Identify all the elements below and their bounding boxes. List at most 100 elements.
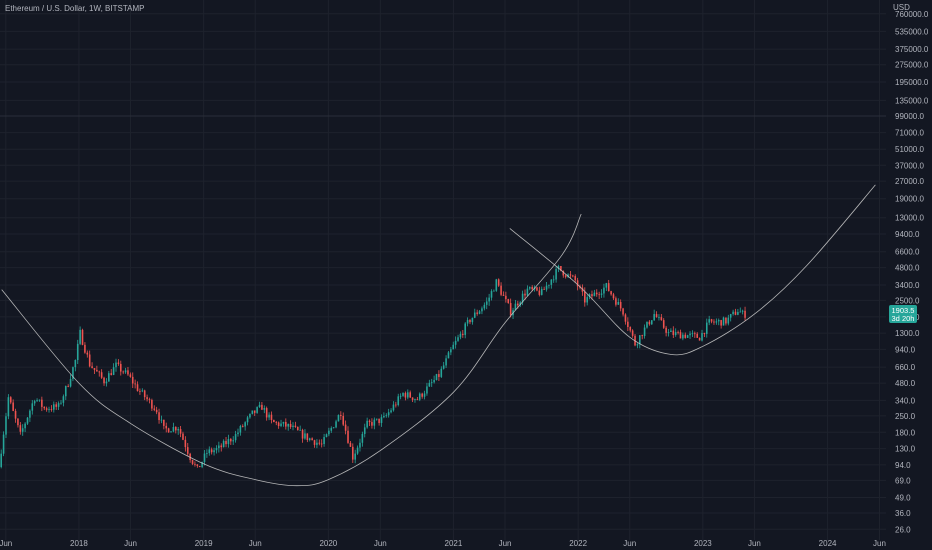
last-price-badge: 1903.5 3d 20h xyxy=(889,305,917,323)
candle-body xyxy=(222,440,225,448)
candle-body xyxy=(490,291,493,298)
candle-body xyxy=(734,311,737,315)
candle-body xyxy=(275,422,278,423)
candle-body xyxy=(62,396,65,403)
candle-body xyxy=(662,320,665,328)
last-price-value: 1903.5 xyxy=(892,306,915,315)
candle-body xyxy=(21,428,24,432)
candle-body xyxy=(619,301,622,309)
price-tick-label: 36.0 xyxy=(895,509,911,518)
candle-body xyxy=(679,332,682,339)
candle-body xyxy=(112,367,115,375)
candle-body xyxy=(93,368,96,370)
candle-body xyxy=(60,402,62,404)
candle-body xyxy=(636,344,639,346)
price-tick-label: 375000.0 xyxy=(895,45,929,54)
time-tick-label: Jun xyxy=(499,539,512,548)
price-tick-label: 180.0 xyxy=(895,428,916,437)
price-tick-label: 3400.0 xyxy=(895,281,920,290)
candle-body xyxy=(344,424,347,431)
candle-body xyxy=(160,419,163,421)
candle-body xyxy=(385,415,388,417)
candle-body xyxy=(478,311,481,314)
candle-body xyxy=(426,386,428,394)
candle-body xyxy=(361,433,364,443)
candle-body xyxy=(134,383,136,385)
candle-body xyxy=(452,344,455,350)
candle-body xyxy=(84,344,86,353)
candle-body xyxy=(646,321,648,328)
candle-body xyxy=(174,427,177,431)
candle-body xyxy=(79,329,81,344)
candle-body xyxy=(567,274,569,277)
candle-body xyxy=(739,311,742,313)
price-tick-label: 195000.0 xyxy=(895,78,929,87)
candle-body xyxy=(163,419,165,426)
candle-body xyxy=(50,409,53,410)
candle-body xyxy=(660,317,663,321)
candle-body xyxy=(53,404,55,410)
candle-body xyxy=(371,422,373,426)
candle-body xyxy=(407,392,409,398)
candle-body xyxy=(445,358,447,366)
time-tick-label: Jun xyxy=(124,539,137,548)
candle-body xyxy=(705,322,708,334)
candle-body xyxy=(715,321,718,323)
candle-body xyxy=(466,319,469,324)
candle-body xyxy=(292,425,294,427)
candle-body xyxy=(622,308,624,315)
candle-body xyxy=(545,285,548,290)
time-axis[interactable]: Jun 2018 Jun 2019 Jun 2020 Jun 2021 Jun 2022 Jun 20… xyxy=(0,539,886,548)
candle-body xyxy=(395,404,397,406)
price-axis[interactable]: USD 760000.0 535000.0 375000.0 275000.0 1950… xyxy=(893,3,929,534)
candle-body xyxy=(139,391,141,392)
candle-body xyxy=(531,287,533,290)
candle-body xyxy=(607,283,610,292)
candle-body xyxy=(256,407,258,413)
candle-body xyxy=(337,414,340,422)
candle-body xyxy=(615,298,617,305)
price-tick-label: 6600.0 xyxy=(895,248,920,257)
candle-body xyxy=(643,327,646,337)
candle-body xyxy=(562,270,565,276)
candle-body xyxy=(237,432,239,435)
candle-body xyxy=(115,362,117,368)
candle-body xyxy=(189,453,191,461)
candle-body xyxy=(428,382,431,387)
candle-body xyxy=(304,433,306,439)
candle-body xyxy=(469,319,471,323)
candle-body xyxy=(519,302,522,306)
candle-body xyxy=(108,373,110,382)
candle-body xyxy=(210,449,213,453)
candle-body xyxy=(328,430,330,435)
candle-body xyxy=(689,333,691,336)
candle-body xyxy=(483,304,486,309)
candle-body xyxy=(502,294,505,296)
candle-body xyxy=(225,440,227,445)
last-price-badge-bg xyxy=(889,305,917,323)
symbol-title: Ethereum / U.S. Dollar, 1W, BITSTAMP xyxy=(5,4,144,13)
candle-body xyxy=(375,418,378,420)
candle-body xyxy=(280,423,282,427)
candle-body xyxy=(206,453,208,454)
candle-body xyxy=(273,420,275,423)
candle-body xyxy=(55,404,58,407)
candle-body xyxy=(332,427,335,429)
price-tick-label: 71000.0 xyxy=(895,129,924,138)
candle-body xyxy=(648,321,651,325)
price-tick-label: 27000.0 xyxy=(895,177,924,186)
candle-body xyxy=(658,317,660,318)
candle-body xyxy=(48,409,50,410)
price-tick-label: 4800.0 xyxy=(895,264,920,273)
candle-body xyxy=(586,297,588,303)
candle-body xyxy=(627,321,629,328)
candle-body xyxy=(263,408,266,410)
candle-body xyxy=(641,335,644,337)
candle-body xyxy=(717,320,720,322)
time-tick-label: Jun xyxy=(748,539,761,548)
candle-body xyxy=(124,370,127,373)
candle-body xyxy=(308,438,311,441)
candle-body xyxy=(457,337,459,341)
candle-body xyxy=(471,317,474,323)
candle-body xyxy=(24,423,26,429)
